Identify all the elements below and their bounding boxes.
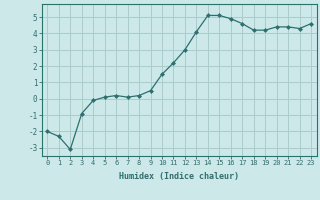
- X-axis label: Humidex (Indice chaleur): Humidex (Indice chaleur): [119, 172, 239, 181]
